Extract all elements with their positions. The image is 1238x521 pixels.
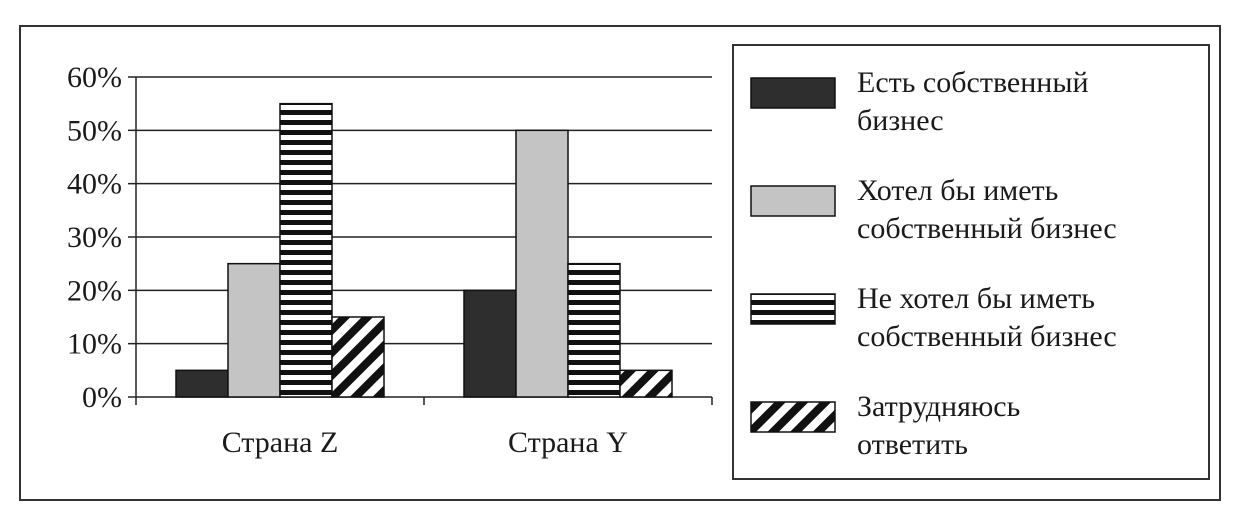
bar — [331, 316, 385, 398]
bar — [567, 262, 621, 398]
y-tick-label: 40% — [67, 168, 122, 201]
bar — [619, 369, 673, 398]
y-tick-label: 10% — [67, 328, 122, 361]
legend-swatch — [750, 401, 836, 433]
bar — [463, 289, 517, 398]
bars — [175, 102, 673, 398]
legend-label: Хотел бы иметь — [857, 174, 1058, 207]
legend-label: ответить — [857, 428, 968, 461]
y-tick-label: 50% — [67, 114, 122, 147]
y-tick-label: 20% — [67, 274, 122, 307]
bar — [175, 369, 229, 398]
legend-label: собственный бизнес — [857, 320, 1117, 353]
y-tick-label: 0% — [82, 381, 122, 414]
x-category-label: Страна Y — [508, 426, 628, 459]
legend-swatch — [750, 185, 836, 217]
legend-label: бизнес — [857, 104, 944, 137]
legend-label: Есть собственный — [857, 66, 1089, 99]
legend-label: Затрудняюсь — [857, 390, 1020, 423]
legend-label: собственный бизнес — [857, 212, 1117, 245]
x-category-label: Страна Z — [222, 426, 339, 459]
y-tick-label: 30% — [67, 221, 122, 254]
bar — [279, 102, 333, 398]
legend-swatch — [750, 293, 836, 325]
legend-label: Не хотел бы иметь — [857, 282, 1095, 315]
legend: Есть собственный бизнес Хотел бы иметь собс… — [732, 44, 1210, 480]
axis-labels: 0% 10% 20% 30% 40% 50% 60% Страна Z Страна Y — [67, 61, 628, 459]
legend-swatch — [750, 77, 836, 109]
bar — [227, 262, 281, 398]
y-tick-label: 60% — [67, 61, 122, 94]
bar — [515, 129, 569, 398]
